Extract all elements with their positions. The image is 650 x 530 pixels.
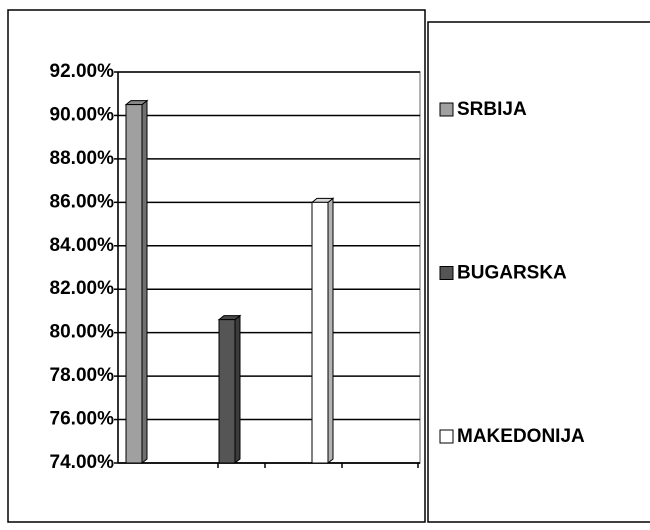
y-tick-label: 84.00% — [50, 235, 115, 256]
legend-frame — [427, 21, 650, 523]
y-tick-label: 90.00% — [50, 104, 115, 125]
y-tick-label: 76.00% — [50, 409, 115, 430]
legend-label: MAKEDONIJA — [457, 426, 585, 447]
legend-swatch — [439, 102, 454, 117]
legend-swatch — [439, 266, 454, 280]
bar-side — [327, 197, 334, 465]
bar — [311, 201, 329, 464]
y-tick-label: 78.00% — [50, 365, 115, 386]
y-tick-label: 74.00% — [50, 452, 115, 473]
bar-side — [234, 314, 241, 465]
y-tick-label: 82.00% — [50, 278, 115, 299]
y-tick-label: 92.00% — [50, 61, 115, 82]
y-tick-label: 80.00% — [50, 322, 115, 343]
back-wall — [117, 71, 421, 464]
legend-swatch — [439, 429, 454, 444]
legend-label: BUGARSKA — [457, 263, 567, 284]
bar — [125, 104, 143, 464]
y-tick-label: 88.00% — [50, 148, 115, 169]
bar-side — [141, 99, 148, 465]
legend-label: SRBIJA — [457, 99, 527, 120]
y-tick-label: 86.00% — [50, 191, 115, 212]
bar — [218, 319, 236, 464]
